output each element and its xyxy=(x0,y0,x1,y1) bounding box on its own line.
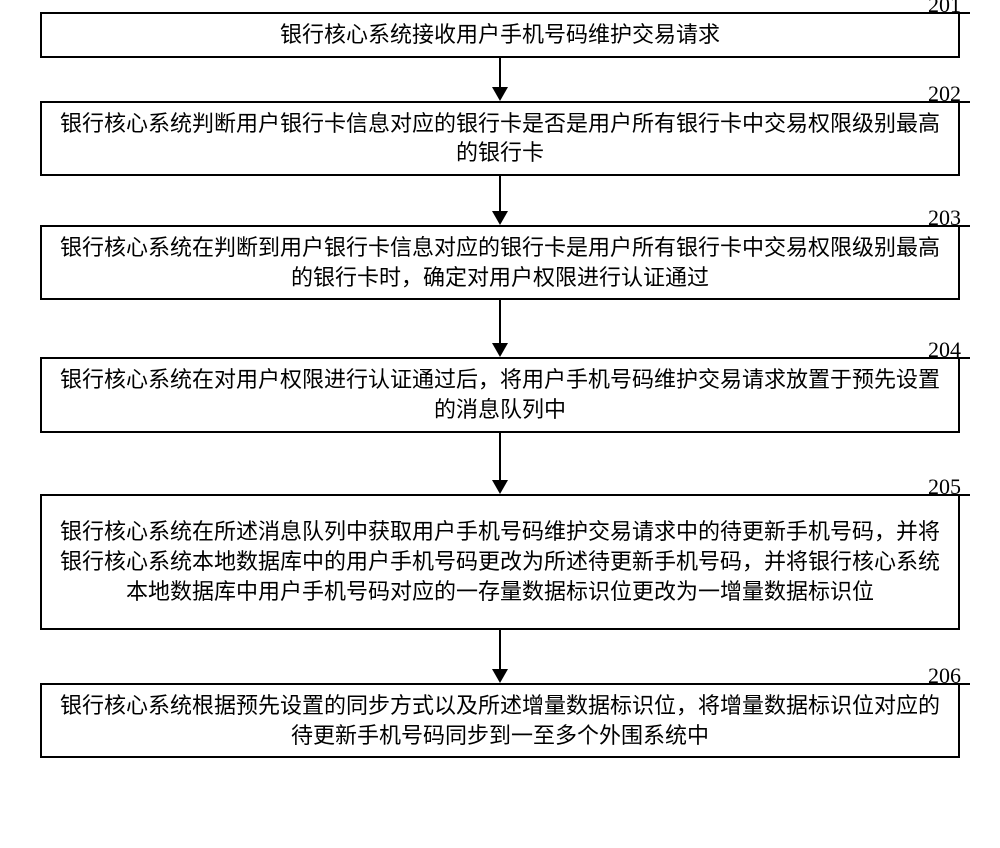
step-text-201: 银行核心系统接收用户手机号码维护交易请求 xyxy=(280,20,720,50)
conn-line xyxy=(499,630,501,670)
step-label-205: 205 xyxy=(928,474,961,500)
step-text-203: 银行核心系统在判断到用户银行卡信息对应的银行卡是用户所有银行卡中交易权限级别最高… xyxy=(60,233,940,292)
step-wrap-204: 银行核心系统在对用户权限进行认证通过后，将用户手机号码维护交易请求放置于预先设置… xyxy=(40,357,960,493)
step-wrap-202: 银行核心系统判断用户银行卡信息对应的银行卡是否是用户所有银行卡中交易权限级别最高… xyxy=(40,101,960,225)
arrow-down-icon xyxy=(492,87,508,101)
arrow-down-icon xyxy=(492,211,508,225)
connector-201-202 xyxy=(492,58,508,101)
connector-205-206 xyxy=(492,630,508,683)
step-label-201: 201 xyxy=(928,0,961,18)
step-box-202: 银行核心系统判断用户银行卡信息对应的银行卡是否是用户所有银行卡中交易权限级别最高… xyxy=(40,101,960,176)
step-wrap-206: 银行核心系统根据预先设置的同步方式以及所述增量数据标识位，将增量数据标识位对应的… xyxy=(40,683,960,758)
step-box-201: 银行核心系统接收用户手机号码维护交易请求 201 xyxy=(40,12,960,58)
flowchart-container: 银行核心系统接收用户手机号码维护交易请求 201 银行核心系统判断用户银行卡信息… xyxy=(40,12,960,758)
conn-line xyxy=(499,300,501,344)
leader-204 xyxy=(958,357,970,359)
leader-206 xyxy=(958,683,970,685)
connector-204-205 xyxy=(492,433,508,494)
step-label-203: 203 xyxy=(928,205,961,231)
connector-203-204 xyxy=(492,300,508,357)
step-text-205: 银行核心系统在所述消息队列中获取用户手机号码维护交易请求中的待更新手机号码，并将… xyxy=(60,517,940,606)
step-wrap-203: 银行核心系统在判断到用户银行卡信息对应的银行卡是用户所有银行卡中交易权限级别最高… xyxy=(40,225,960,357)
step-label-202: 202 xyxy=(928,81,961,107)
arrow-down-icon xyxy=(492,669,508,683)
conn-line xyxy=(499,433,501,481)
leader-205 xyxy=(958,494,970,496)
step-box-205: 银行核心系统在所述消息队列中获取用户手机号码维护交易请求中的待更新手机号码，并将… xyxy=(40,494,960,630)
step-box-206: 银行核心系统根据预先设置的同步方式以及所述增量数据标识位，将增量数据标识位对应的… xyxy=(40,683,960,758)
conn-line xyxy=(499,176,501,212)
leader-201 xyxy=(958,12,970,14)
arrow-down-icon xyxy=(492,343,508,357)
step-text-206: 银行核心系统根据预先设置的同步方式以及所述增量数据标识位，将增量数据标识位对应的… xyxy=(60,691,940,750)
step-text-202: 银行核心系统判断用户银行卡信息对应的银行卡是否是用户所有银行卡中交易权限级别最高… xyxy=(60,109,940,168)
step-wrap-205: 银行核心系统在所述消息队列中获取用户手机号码维护交易请求中的待更新手机号码，并将… xyxy=(40,494,960,683)
leader-203 xyxy=(958,225,970,227)
step-label-206: 206 xyxy=(928,663,961,689)
step-box-203: 银行核心系统在判断到用户银行卡信息对应的银行卡是用户所有银行卡中交易权限级别最高… xyxy=(40,225,960,300)
step-label-204: 204 xyxy=(928,337,961,363)
step-text-204: 银行核心系统在对用户权限进行认证通过后，将用户手机号码维护交易请求放置于预先设置… xyxy=(60,365,940,424)
step-box-204: 银行核心系统在对用户权限进行认证通过后，将用户手机号码维护交易请求放置于预先设置… xyxy=(40,357,960,432)
conn-line xyxy=(499,58,501,88)
arrow-down-icon xyxy=(492,480,508,494)
leader-202 xyxy=(958,101,970,103)
connector-202-203 xyxy=(492,176,508,225)
step-wrap-201: 银行核心系统接收用户手机号码维护交易请求 201 xyxy=(40,12,960,101)
